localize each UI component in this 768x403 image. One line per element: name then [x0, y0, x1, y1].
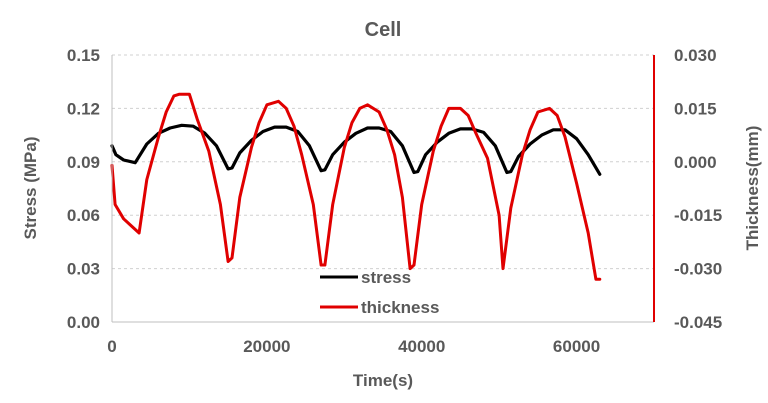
x-axis-label: Time(s) [353, 371, 413, 390]
y2-tick-label: 0.030 [674, 46, 717, 65]
y2-axis-label: Thickness(mm) [743, 126, 762, 251]
series-lines [110, 92, 602, 281]
y2-tick-label: -0.030 [674, 260, 722, 279]
y2-tick-label: 0.015 [674, 99, 717, 118]
chart-title: Cell [365, 19, 402, 41]
x-tick-label: 40000 [398, 337, 445, 356]
y-tick-labels: 0.00 0.03 0.06 0.09 0.12 0.15 [67, 46, 100, 332]
y-tick-label: 0.06 [67, 206, 100, 225]
y2-tick-labels: -0.045 -0.030 -0.015 0.000 0.015 0.030 [674, 46, 722, 332]
y-tick-label: 0.03 [67, 260, 100, 279]
series-line-thickness [110, 92, 602, 281]
y-tick-label: 0.00 [67, 313, 100, 332]
x-tick-label: 60000 [553, 337, 600, 356]
x-tick-labels: 0 20000 40000 60000 [107, 337, 600, 356]
y-tick-label: 0.09 [67, 153, 100, 172]
y2-tick-label: 0.000 [674, 153, 717, 172]
legend: stress thickness [320, 268, 439, 317]
y-tick-label: 0.12 [67, 99, 100, 118]
x-tick-label: 0 [107, 337, 116, 356]
y2-tick-label: -0.045 [674, 313, 722, 332]
x-tick-label: 20000 [243, 337, 290, 356]
y2-tick-label: -0.015 [674, 206, 722, 225]
y-tick-label: 0.15 [67, 46, 100, 65]
series-line-stress [110, 123, 602, 176]
legend-stress-label: stress [361, 268, 411, 287]
grid-lines [112, 54, 654, 270]
legend-thickness-label: thickness [361, 298, 439, 317]
y-axis-label: Stress (MPa) [21, 137, 40, 240]
